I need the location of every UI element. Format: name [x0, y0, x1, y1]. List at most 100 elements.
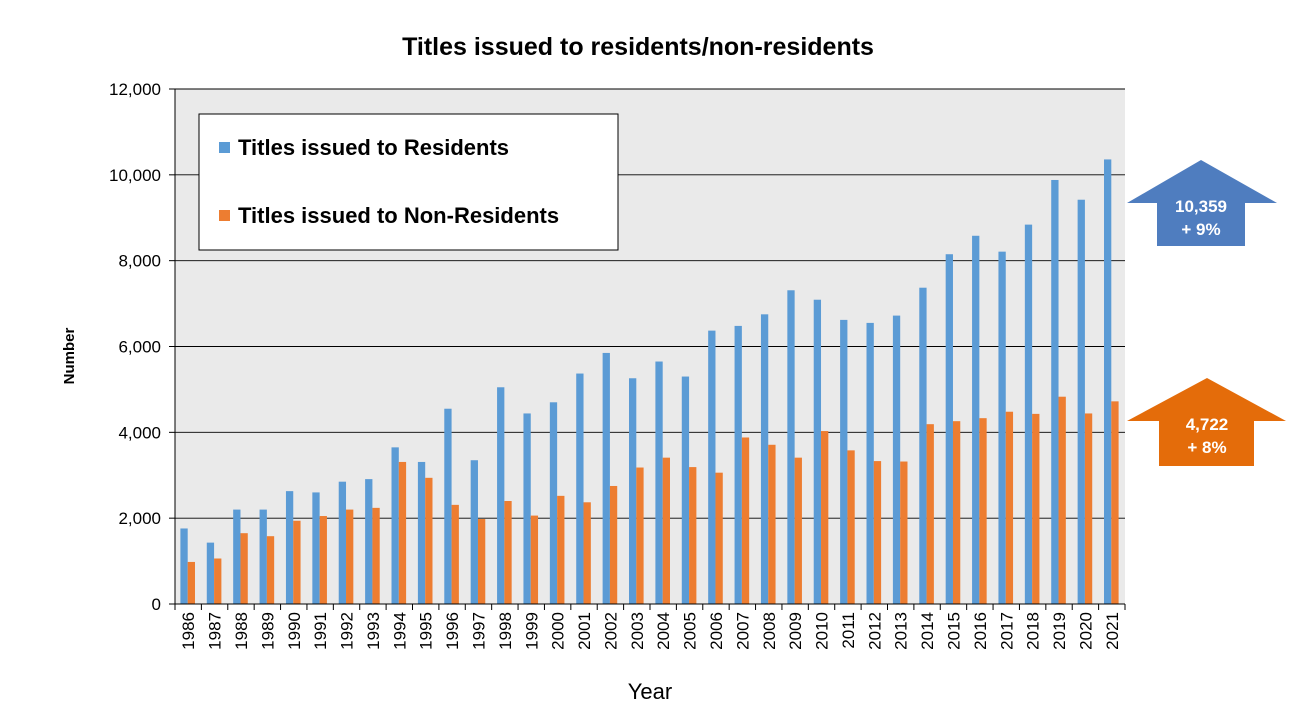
x-tick-label: 2014: [918, 612, 937, 650]
y-tick-label: 8,000: [118, 252, 161, 271]
legend-box: [198, 113, 619, 251]
bar-non-residents: [926, 424, 934, 604]
bar-non-residents: [794, 457, 802, 604]
chart-title: Titles issued to residents/non-residents: [402, 33, 874, 61]
bar-residents: [708, 330, 716, 604]
x-tick-label: 2006: [707, 612, 726, 650]
x-tick-label: 2001: [575, 612, 594, 650]
x-tick-label: 2003: [628, 612, 647, 650]
bar-non-residents: [504, 501, 512, 604]
x-tick-label: 1999: [522, 612, 541, 650]
x-tick-label: 2021: [1103, 612, 1122, 650]
x-tick-label: 2004: [654, 612, 673, 650]
bar-non-residents: [715, 472, 723, 604]
bar-residents: [312, 492, 320, 604]
y-tick-label: 4,000: [118, 423, 161, 442]
bar-residents: [497, 387, 505, 604]
bar-residents: [972, 235, 980, 604]
legend-swatch-residents: [219, 142, 230, 153]
bar-residents: [444, 408, 452, 604]
bar-residents: [945, 254, 953, 604]
x-tick-label: 1996: [443, 612, 462, 650]
y-tick-labels: 0 2,000 4,000 6,000 8,000 10,000 12,000: [109, 80, 161, 614]
x-tick-label: 1995: [417, 612, 436, 650]
bar-non-residents: [952, 421, 961, 604]
x-tick-label: 2012: [865, 612, 884, 650]
callout-non-residents-change: + 8%: [1187, 438, 1226, 457]
bar-residents: [206, 542, 215, 604]
x-tick-label: 2011: [839, 612, 858, 649]
x-tick-label: 2019: [1050, 612, 1069, 650]
x-tick-label: 2013: [892, 612, 911, 650]
x-tick-labels: 1986 1987 1988 1989 1990 1991 1992 1993 1994 1995…: [179, 612, 1122, 650]
x-tick-label: 1989: [258, 612, 277, 650]
callout-non-residents: 4,722 + 8%: [1127, 378, 1286, 466]
bar-residents: [391, 447, 399, 604]
bar-non-residents: [293, 520, 301, 604]
bar-non-residents: [187, 561, 195, 604]
bar-non-residents: [821, 431, 829, 604]
bar-non-residents: [1032, 413, 1040, 604]
x-tick-label: 1994: [390, 612, 409, 650]
bar-non-residents: [662, 457, 670, 604]
x-tick-label: 2010: [813, 612, 832, 650]
axes: [169, 88, 1126, 610]
legend-swatch-non-residents: [219, 210, 230, 221]
bar-non-residents: [741, 437, 750, 604]
legend-label-residents: Titles issued to Residents: [238, 135, 509, 160]
bar-residents: [866, 322, 874, 604]
x-tick-label: 1993: [364, 612, 383, 650]
bar-residents: [681, 376, 690, 604]
bar-residents: [523, 413, 531, 604]
x-tick-label: 1990: [285, 612, 304, 650]
x-tick-label: 1987: [206, 612, 225, 650]
bar-residents: [760, 314, 769, 604]
callout-non-residents-value: 4,722: [1186, 415, 1229, 434]
x-tick-label: 2020: [1076, 612, 1095, 650]
y-tick-label: 0: [152, 595, 161, 614]
bar-non-residents: [346, 509, 354, 604]
bar-non-residents: [1111, 401, 1119, 604]
bar-residents: [417, 461, 426, 604]
y-tick-label: 6,000: [118, 338, 161, 357]
callout-residents-change: + 9%: [1181, 220, 1220, 239]
x-tick-label: 1986: [179, 612, 198, 650]
x-tick-label: 1988: [232, 612, 251, 650]
x-tick-label: 2002: [601, 612, 620, 650]
bar-residents: [919, 287, 927, 604]
bar-residents: [787, 290, 795, 604]
bar-non-residents: [240, 533, 248, 604]
bars: [180, 159, 1119, 604]
bar-non-residents: [451, 504, 459, 604]
bar-residents: [998, 251, 1006, 604]
bar-residents: [576, 373, 584, 604]
bar-non-residents: [609, 485, 618, 604]
bar-non-residents: [768, 444, 776, 604]
x-tick-label: 2005: [681, 612, 700, 650]
bar-residents: [365, 479, 373, 604]
x-tick-label: 2008: [760, 612, 779, 650]
bar-non-residents: [266, 536, 275, 604]
bar-non-residents: [319, 516, 327, 604]
y-tick-label: 10,000: [109, 166, 161, 185]
bar-non-residents: [689, 467, 697, 604]
bar-residents: [655, 361, 663, 604]
bar-non-residents: [214, 558, 222, 604]
bar-non-residents: [530, 515, 539, 604]
bar-non-residents: [557, 495, 565, 604]
bar-residents: [285, 491, 294, 604]
bar-residents: [1077, 199, 1085, 604]
x-tick-label: 2015: [944, 612, 963, 650]
x-tick-label: 2016: [971, 612, 990, 650]
x-tick-label: 1998: [496, 612, 515, 650]
bar-residents: [629, 378, 637, 604]
x-tick-label: 2018: [1024, 612, 1043, 650]
bar-residents: [1051, 179, 1059, 604]
y-tick-label: 2,000: [118, 509, 161, 528]
x-tick-label: 1991: [311, 612, 330, 650]
bar-residents: [549, 402, 558, 604]
bar-residents: [233, 509, 241, 604]
bar-non-residents: [900, 461, 908, 604]
bar-non-residents: [477, 519, 486, 604]
